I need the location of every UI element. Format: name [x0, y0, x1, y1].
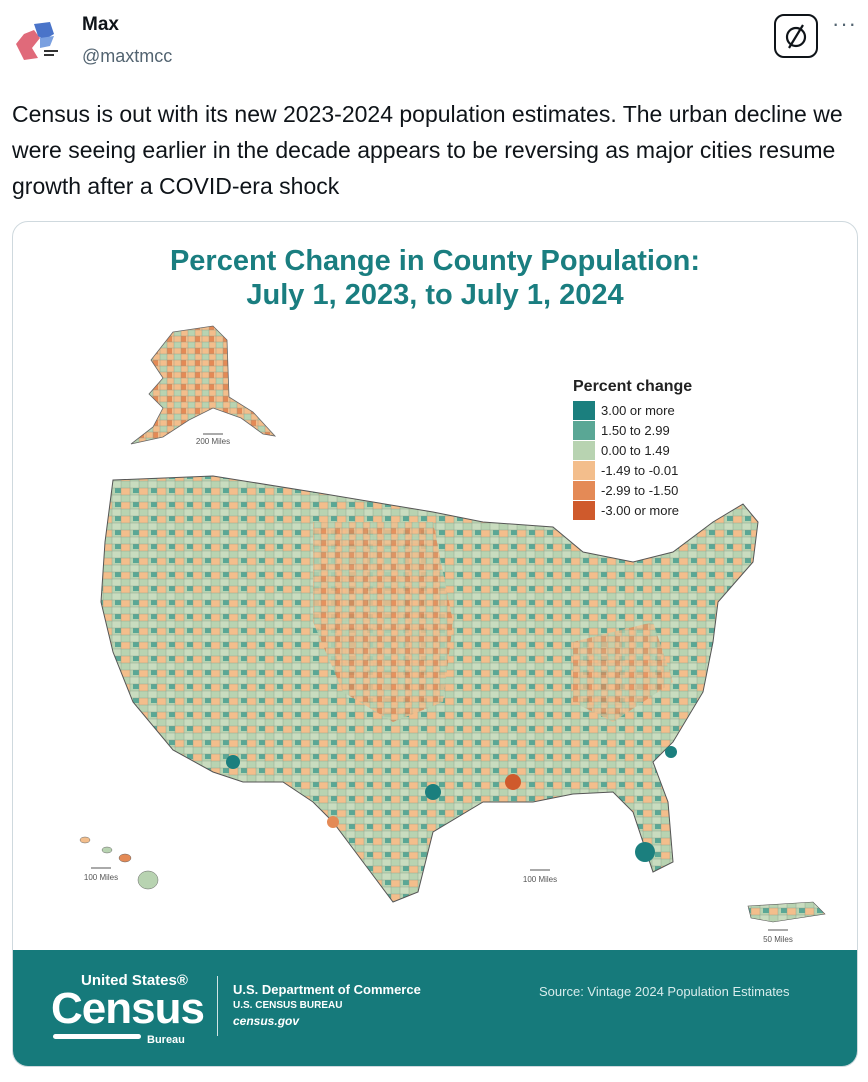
author-name[interactable]: Max	[82, 14, 119, 35]
author-handle[interactable]: @maxtmcc	[82, 46, 173, 66]
source-note: Source: Vintage 2024 Population Estimate…	[539, 984, 790, 999]
legend-swatch	[573, 400, 595, 420]
department-block: U.S. Department of Commerce U.S. CENSUS …	[233, 982, 421, 1028]
legend-label: -3.00 or more	[601, 502, 680, 518]
hawaii-shape	[79, 836, 159, 890]
legend-item: 1.50 to 2.99	[573, 420, 692, 440]
avatar[interactable]	[10, 14, 68, 72]
legend-item: -3.00 or more	[573, 500, 692, 520]
tweet-text: Census is out with its new 2023-2024 pop…	[12, 101, 843, 199]
circle-slash-icon	[785, 24, 807, 49]
legend-item: 3.00 or more	[573, 400, 692, 420]
census-logo: United States® Census Bureau	[49, 972, 219, 1046]
map-title: Percent Change in County Population: Jul…	[13, 244, 857, 312]
map-title-line1: Percent Change in County Population:	[169, 245, 701, 277]
puerto-rico-shape	[747, 901, 826, 923]
legend-swatch	[573, 480, 595, 500]
logo-bureau-text: Bureau	[147, 1034, 185, 1046]
logo-underline	[53, 1034, 141, 1039]
florida-scale-label: 100 Miles	[523, 875, 557, 884]
hawaii-scale-label: 100 Miles	[84, 873, 118, 882]
legend-title: Percent change	[573, 378, 693, 395]
legend-swatch	[573, 420, 595, 440]
legend-label: 3.00 or more	[601, 402, 675, 418]
census-footer: United States® Census Bureau U.S. Depart…	[13, 950, 857, 1066]
puerto-rico-scale-label: 50 Miles	[763, 935, 793, 944]
legend-swatch	[573, 460, 595, 480]
plains-region	[313, 522, 453, 722]
appalachia-region	[573, 622, 673, 722]
logo-main-text: Census	[51, 984, 205, 1033]
legend-label: 0.00 to 1.49	[601, 442, 670, 458]
legend-item: -1.49 to -0.01	[573, 460, 692, 480]
alaska-scale-label: 200 Miles	[196, 437, 230, 446]
legend: Percent change 3.00 or more 1.50 to 2.99…	[573, 378, 692, 520]
legend-label: -2.99 to -1.50	[601, 482, 679, 498]
census-website: census.gov	[233, 1014, 300, 1028]
bureau-name: U.S. CENSUS BUREAU	[233, 1000, 343, 1011]
legend-label: 1.50 to 2.99	[601, 422, 670, 438]
legend-item: -2.99 to -1.50	[573, 480, 692, 500]
legend-label: -1.49 to -0.01	[601, 462, 679, 478]
department-name: U.S. Department of Commerce	[233, 982, 421, 997]
legend-item: 0.00 to 1.49	[573, 440, 692, 460]
more-options-button[interactable]: ···	[832, 11, 857, 36]
logo-top-text: United States®	[81, 972, 188, 989]
tweet-image[interactable]: Percent Change in County Population: Jul…	[12, 221, 858, 1067]
footer-divider	[217, 976, 218, 1036]
alaska-shape	[130, 325, 277, 445]
legend-swatch	[573, 440, 595, 460]
map-title-line2: July 1, 2023, to July 1, 2024	[246, 279, 624, 311]
grok-button[interactable]	[774, 14, 818, 58]
legend-swatch	[573, 500, 595, 520]
county-map: 200 Miles 100 Miles 100 Miles 50 Miles	[79, 325, 826, 944]
